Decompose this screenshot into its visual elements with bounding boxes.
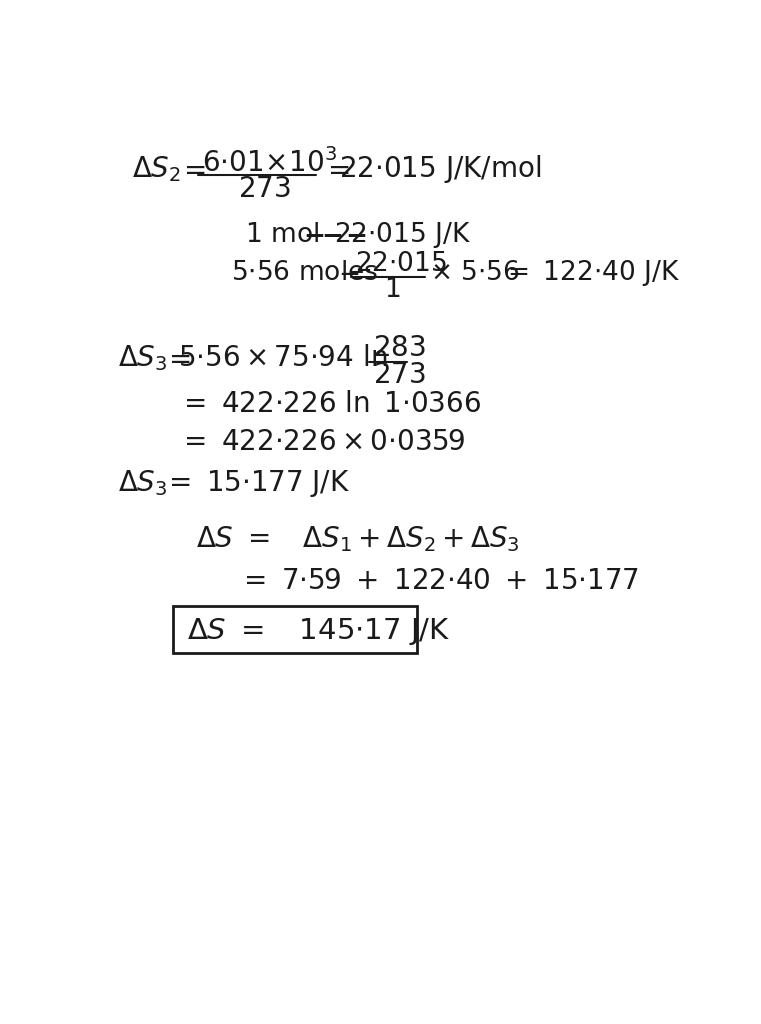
Text: $283$: $283$ [373,335,425,362]
Text: $=\ 422{\cdot}226\times 0{\cdot}0359$: $=\ 422{\cdot}226\times 0{\cdot}0359$ [178,428,466,457]
Text: $22{\cdot}015$: $22{\cdot}015$ [355,251,447,276]
Text: $=$: $=$ [178,155,205,183]
Text: $\Delta S\ =\quad \Delta S_1+\Delta S_2+\Delta S_3$: $\Delta S\ =\quad \Delta S_1+\Delta S_2+… [196,524,520,554]
Text: $273$: $273$ [238,175,291,203]
Text: $\mathbf{-\!\!-\!\!-}$: $\mathbf{-\!\!-\!\!-}$ [303,221,367,248]
Text: $1\ \mathrm{mol}$: $1\ \mathrm{mol}$ [245,221,319,248]
Text: $5{\cdot}56\times 75{\cdot}94\ \ln$: $5{\cdot}56\times 75{\cdot}94\ \ln$ [178,344,387,372]
Text: $=\ 15{\cdot}177\ \mathrm{J/K}$: $=\ 15{\cdot}177\ \mathrm{J/K}$ [164,468,350,499]
Text: $=\ 7{\cdot}59\ +\ 122{\cdot}40\ +\ 15{\cdot}177$: $=\ 7{\cdot}59\ +\ 122{\cdot}40\ +\ 15{\… [238,567,639,595]
Text: $\Delta S_3$: $\Delta S_3$ [119,343,168,373]
Text: $\Delta S_2$: $\Delta S_2$ [132,155,181,184]
Text: $=\ 122{\cdot}40\ \mathrm{J/K}$: $=\ 122{\cdot}40\ \mathrm{J/K}$ [502,258,680,288]
Text: $273$: $273$ [373,361,425,389]
Text: $22{\cdot}015\ \mathrm{J/K/mol}$: $22{\cdot}015\ \mathrm{J/K/mol}$ [339,153,542,185]
Text: $1$: $1$ [384,276,400,303]
Text: $5{\cdot}56\ \mathrm{moles}$: $5{\cdot}56\ \mathrm{moles}$ [231,260,378,286]
Text: $\times\ 5{\cdot}56$: $\times\ 5{\cdot}56$ [430,260,520,286]
Text: $=$: $=$ [164,344,191,372]
Text: $6{\cdot}01\!\times\!10^3$: $6{\cdot}01\!\times\!10^3$ [202,148,337,178]
Text: $22{\cdot}015\ \mathrm{J/K}$: $22{\cdot}015\ \mathrm{J/K}$ [334,219,471,250]
Text: $-$: $-$ [338,260,359,286]
Text: $\Delta S_3$: $\Delta S_3$ [119,468,168,498]
Text: $=$: $=$ [322,155,350,183]
Text: $\Delta S\ =\quad 145{\cdot}17\ \mathrm{J/K}$: $\Delta S\ =\quad 145{\cdot}17\ \mathrm{… [186,615,450,646]
Text: $=\ 422{\cdot}226\ \ln\ 1{\cdot}0366$: $=\ 422{\cdot}226\ \ln\ 1{\cdot}0366$ [178,390,481,418]
